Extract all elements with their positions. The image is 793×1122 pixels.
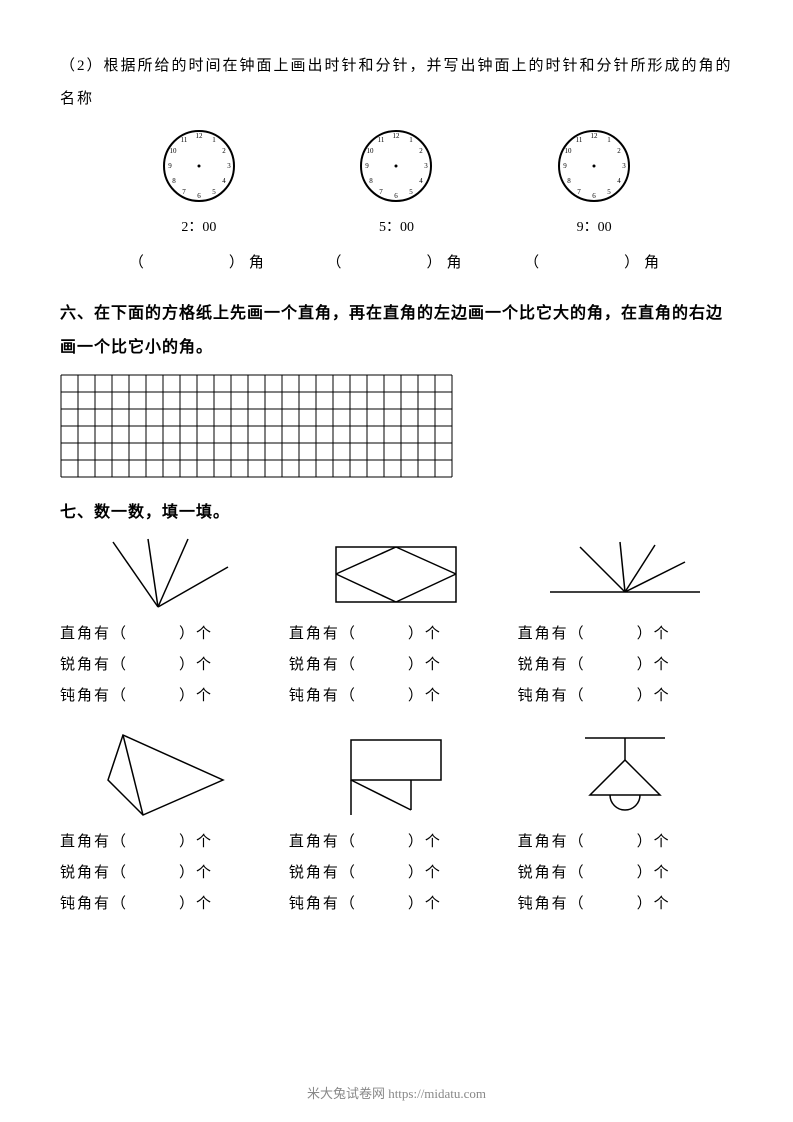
acute-count-2: 锐角有（ ）个	[289, 653, 504, 674]
grid-container	[60, 374, 733, 483]
shape-item-4: 直角有（ ）个 锐角有（ ）个 钝角有（ ）个	[60, 730, 275, 923]
shapes-row-2: 直角有（ ）个 锐角有（ ）个 钝角有（ ）个 直角有（ ）个 锐角有（ ）个 …	[60, 730, 733, 923]
svg-text:4: 4	[222, 177, 226, 185]
svg-text:7: 7	[182, 188, 186, 196]
svg-text:12: 12	[393, 132, 401, 140]
clock-time-1: 2：00	[159, 216, 239, 236]
acute-count-4: 锐角有（ ）个	[60, 861, 275, 882]
svg-text:12: 12	[591, 132, 599, 140]
right-count-1: 直角有（ ）个	[60, 622, 275, 643]
obtuse-count-6: 钝角有（ ）个	[518, 892, 733, 913]
clock-item-3: 1212 345 678 91011 9：00	[554, 126, 634, 236]
right-count-5: 直角有（ ）个	[289, 830, 504, 851]
svg-text:10: 10	[169, 147, 177, 155]
angle-label-3: （ ）角	[524, 251, 664, 272]
svg-text:11: 11	[576, 136, 583, 144]
svg-text:1: 1	[607, 136, 611, 144]
svg-text:6: 6	[197, 192, 201, 200]
angle-label-2: （ ）角	[326, 251, 466, 272]
svg-text:10: 10	[367, 147, 375, 155]
shape-item-5: 直角有（ ）个 锐角有（ ）个 钝角有（ ）个	[289, 730, 504, 923]
shape-lamp	[555, 730, 695, 820]
obtuse-count-4: 钝角有（ ）个	[60, 892, 275, 913]
right-count-6: 直角有（ ）个	[518, 830, 733, 851]
right-count-3: 直角有（ ）个	[518, 622, 733, 643]
clock-face-2: 1212 345 678 91011	[356, 126, 436, 206]
grid-paper	[60, 374, 453, 478]
svg-text:9: 9	[366, 162, 370, 170]
svg-text:4: 4	[617, 177, 621, 185]
svg-text:3: 3	[227, 162, 231, 170]
shape-flag	[326, 730, 466, 820]
svg-text:11: 11	[378, 136, 385, 144]
clock-item-1: 1212 345 678 91011 2：00	[159, 126, 239, 236]
clock-item-2: 1212 345 678 91011 5：00	[356, 126, 436, 236]
shape-item-1: 直角有（ ）个 锐角有（ ）个 钝角有（ ）个	[60, 537, 275, 715]
obtuse-count-5: 钝角有（ ）个	[289, 892, 504, 913]
q2-instruction: （2）根据所给的时间在钟面上画出时针和分针，并写出钟面上的时针和分针所形成的角的…	[60, 50, 733, 116]
svg-text:5: 5	[607, 188, 611, 196]
shape-rect-diamond	[321, 537, 471, 612]
obtuse-count-1: 钝角有（ ）个	[60, 684, 275, 705]
svg-text:6: 6	[592, 192, 596, 200]
svg-text:12: 12	[195, 132, 203, 140]
clock-time-2: 5：00	[356, 216, 436, 236]
shape-item-2: 直角有（ ）个 锐角有（ ）个 钝角有（ ）个	[289, 537, 504, 715]
acute-count-6: 锐角有（ ）个	[518, 861, 733, 882]
svg-text:5: 5	[410, 188, 414, 196]
svg-text:4: 4	[420, 177, 424, 185]
clock-face-1: 1212 345 678 91011	[159, 126, 239, 206]
acute-count-1: 锐角有（ ）个	[60, 653, 275, 674]
angle-label-1: （ ）角	[129, 251, 269, 272]
right-count-2: 直角有（ ）个	[289, 622, 504, 643]
svg-text:9: 9	[563, 162, 567, 170]
shape-kite	[93, 730, 243, 820]
clock-time-3: 9：00	[554, 216, 634, 236]
obtuse-count-2: 钝角有（ ）个	[289, 684, 504, 705]
svg-text:9: 9	[168, 162, 172, 170]
shape-fan	[98, 537, 238, 612]
shape-item-3: 直角有（ ）个 锐角有（ ）个 钝角有（ ）个	[518, 537, 733, 715]
svg-text:8: 8	[172, 177, 176, 185]
right-count-4: 直角有（ ）个	[60, 830, 275, 851]
svg-text:11: 11	[180, 136, 187, 144]
angle-labels-row: （ ）角 （ ）角 （ ）角	[60, 251, 733, 272]
svg-text:8: 8	[567, 177, 571, 185]
clock-face-3: 1212 345 678 91011	[554, 126, 634, 206]
svg-text:3: 3	[425, 162, 429, 170]
svg-text:1: 1	[410, 136, 414, 144]
obtuse-count-3: 钝角有（ ）个	[518, 684, 733, 705]
svg-text:5: 5	[212, 188, 216, 196]
acute-count-3: 锐角有（ ）个	[518, 653, 733, 674]
footer-text: 米大兔试卷网 https://midatu.com	[0, 1083, 793, 1102]
svg-text:8: 8	[370, 177, 374, 185]
svg-text:1: 1	[212, 136, 216, 144]
section6-title: 六、在下面的方格纸上先画一个直角，再在直角的左边画一个比它大的角，在直角的右边画…	[60, 297, 733, 364]
shape-item-6: 直角有（ ）个 锐角有（ ）个 钝角有（ ）个	[518, 730, 733, 923]
svg-text:7: 7	[380, 188, 384, 196]
svg-text:2: 2	[617, 147, 621, 155]
svg-text:2: 2	[222, 147, 226, 155]
svg-text:7: 7	[577, 188, 581, 196]
shapes-row-1: 直角有（ ）个 锐角有（ ）个 钝角有（ ）个 直角有（ ）个 锐角有（ ）个 …	[60, 537, 733, 715]
svg-text:2: 2	[420, 147, 424, 155]
section7-title: 七、数一数，填一填。	[60, 498, 733, 522]
shape-wide-fan	[545, 537, 705, 612]
acute-count-5: 锐角有（ ）个	[289, 861, 504, 882]
svg-text:6: 6	[395, 192, 399, 200]
svg-text:3: 3	[622, 162, 626, 170]
svg-text:10: 10	[565, 147, 573, 155]
clocks-row: 1212 345 678 91011 2：00 1212 345 678 910…	[60, 126, 733, 236]
